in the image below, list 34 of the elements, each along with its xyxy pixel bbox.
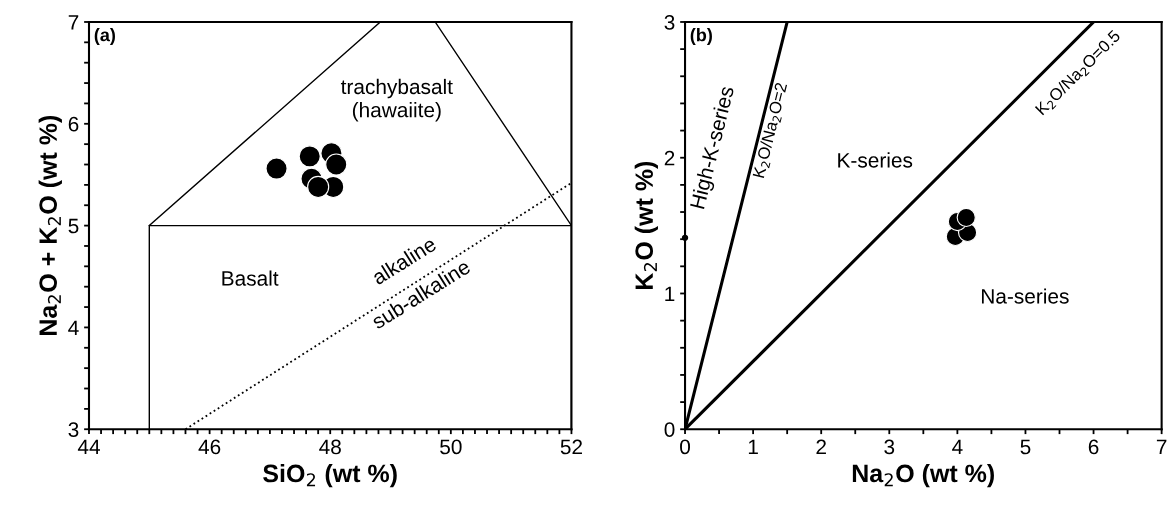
y-tick-label: 5 (68, 218, 79, 234)
y-axis-title: K$_{2}$O (wt %) (634, 161, 658, 290)
y-tick-label: 4 (68, 320, 79, 335)
x-tick-label: 2 (816, 439, 826, 455)
y-tick-label: 7 (68, 15, 79, 30)
annotation: Na-series (981, 288, 1069, 304)
y-tick-label: 2 (664, 150, 675, 166)
x-tick-label: 5 (1020, 439, 1031, 455)
x-tick-label: 4 (952, 439, 963, 455)
annotation: K$_{2}$O/Na$_{2}$O=0.5 (1034, 29, 1123, 118)
y-tick-label: 0 (664, 422, 675, 437)
annotation: Basalt (222, 270, 279, 286)
annotation: (a) (94, 28, 115, 45)
x-axis-title: SiO$_{2}$ (wt %) (263, 463, 397, 488)
annotation: K-series (838, 152, 913, 168)
x-tick-label: 0 (680, 439, 691, 455)
x-tick-label: 44 (77, 439, 100, 455)
x-tick-label: 46 (198, 439, 221, 455)
y-tick-label: 6 (68, 116, 79, 132)
x-tick-label: 1 (748, 439, 758, 455)
x-tick-label: 7 (1156, 439, 1167, 455)
y-tick-label: 3 (664, 14, 675, 30)
x-tick-label: 52 (560, 439, 582, 455)
x-tick-label: 50 (440, 439, 462, 455)
x-axis-title: Na$_{2}$O (wt %) (852, 463, 994, 488)
annotation: (b) (690, 28, 712, 45)
x-tick-label: 3 (884, 439, 895, 455)
annotation: trachybasalt (hawaiite) (340, 78, 453, 122)
annotation: K$_{2}$O/Na$_{2}$O=2 (752, 82, 790, 179)
x-tick-label: 6 (1088, 439, 1099, 455)
y-tick-label: 3 (68, 422, 79, 437)
y-tick-label: 1 (665, 286, 675, 302)
x-tick-label: 48 (319, 439, 341, 455)
y-axis-title: Na$_{2}$O + K$_{2}$O (wt %) (38, 115, 62, 336)
